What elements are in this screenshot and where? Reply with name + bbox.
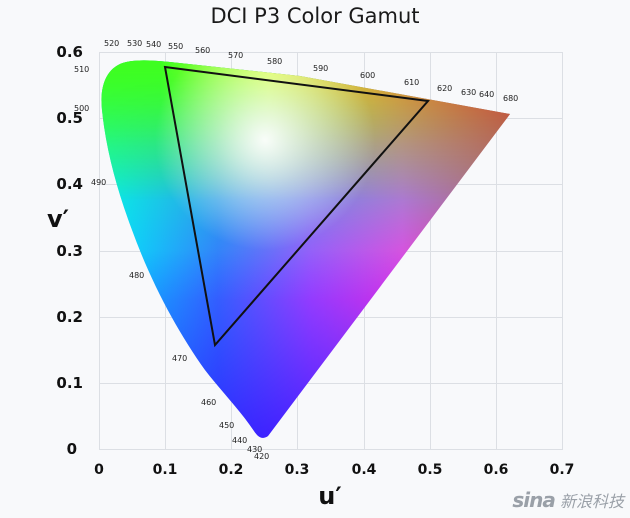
svg-text:0.2: 0.2 [56,308,83,326]
svg-text:0.5: 0.5 [56,109,83,127]
svg-text:0.1: 0.1 [56,374,83,392]
svg-text:510: 510 [74,65,89,74]
svg-text:590: 590 [313,64,328,73]
chart-title: DCI P3 Color Gamut [210,4,420,28]
svg-text:540: 540 [146,40,161,49]
y-axis-ticks: 0.6 0.5 0.4 0.3 0.2 0.1 0 [56,43,83,458]
svg-text:450: 450 [219,421,234,430]
spectral-locus [101,60,511,438]
svg-text:600: 600 [360,71,375,80]
svg-text:470: 470 [172,354,187,363]
watermark-logo: sina 新浪科技 [512,488,624,512]
svg-text:0.7: 0.7 [550,462,575,478]
svg-text:0.3: 0.3 [285,462,310,478]
svg-text:0: 0 [94,462,104,478]
svg-text:0: 0 [67,440,77,458]
svg-text:0.5: 0.5 [418,462,443,478]
svg-text:420: 420 [254,452,269,461]
gamut-triangle [163,65,430,348]
svg-text:500: 500 [74,104,89,113]
svg-text:460: 460 [201,398,216,407]
svg-text:0.3: 0.3 [56,242,83,260]
svg-text:0.2: 0.2 [219,462,244,478]
svg-text:580: 580 [267,57,282,66]
svg-text:0.6: 0.6 [484,462,509,478]
wavelength-labels: 420 430 440 450 460 470 480 490 500 510 … [74,39,518,461]
svg-text:530: 530 [127,39,142,48]
svg-text:560: 560 [195,46,210,55]
svg-text:640: 640 [479,90,494,99]
watermark-brand: sina [512,488,555,512]
svg-text:0.6: 0.6 [56,43,83,61]
svg-text:0.4: 0.4 [56,175,83,193]
svg-text:570: 570 [228,51,243,60]
svg-text:0.4: 0.4 [352,462,377,478]
svg-text:520: 520 [104,39,119,48]
y-axis-label: v′ [47,205,69,233]
x-axis-label: u′ [318,482,341,510]
x-axis-ticks: 0 0.1 0.2 0.3 0.4 0.5 0.6 0.7 [94,462,574,478]
svg-text:480: 480 [129,271,144,280]
svg-text:490: 490 [91,178,106,187]
svg-text:550: 550 [168,42,183,51]
svg-text:430: 430 [247,445,262,454]
svg-text:680: 680 [503,94,518,103]
svg-text:440: 440 [232,436,247,445]
svg-text:610: 610 [404,78,419,87]
watermark-text: 新浪科技 [559,492,624,511]
svg-text:630: 630 [461,88,476,97]
svg-text:620: 620 [437,84,452,93]
svg-text:0.1: 0.1 [153,462,178,478]
